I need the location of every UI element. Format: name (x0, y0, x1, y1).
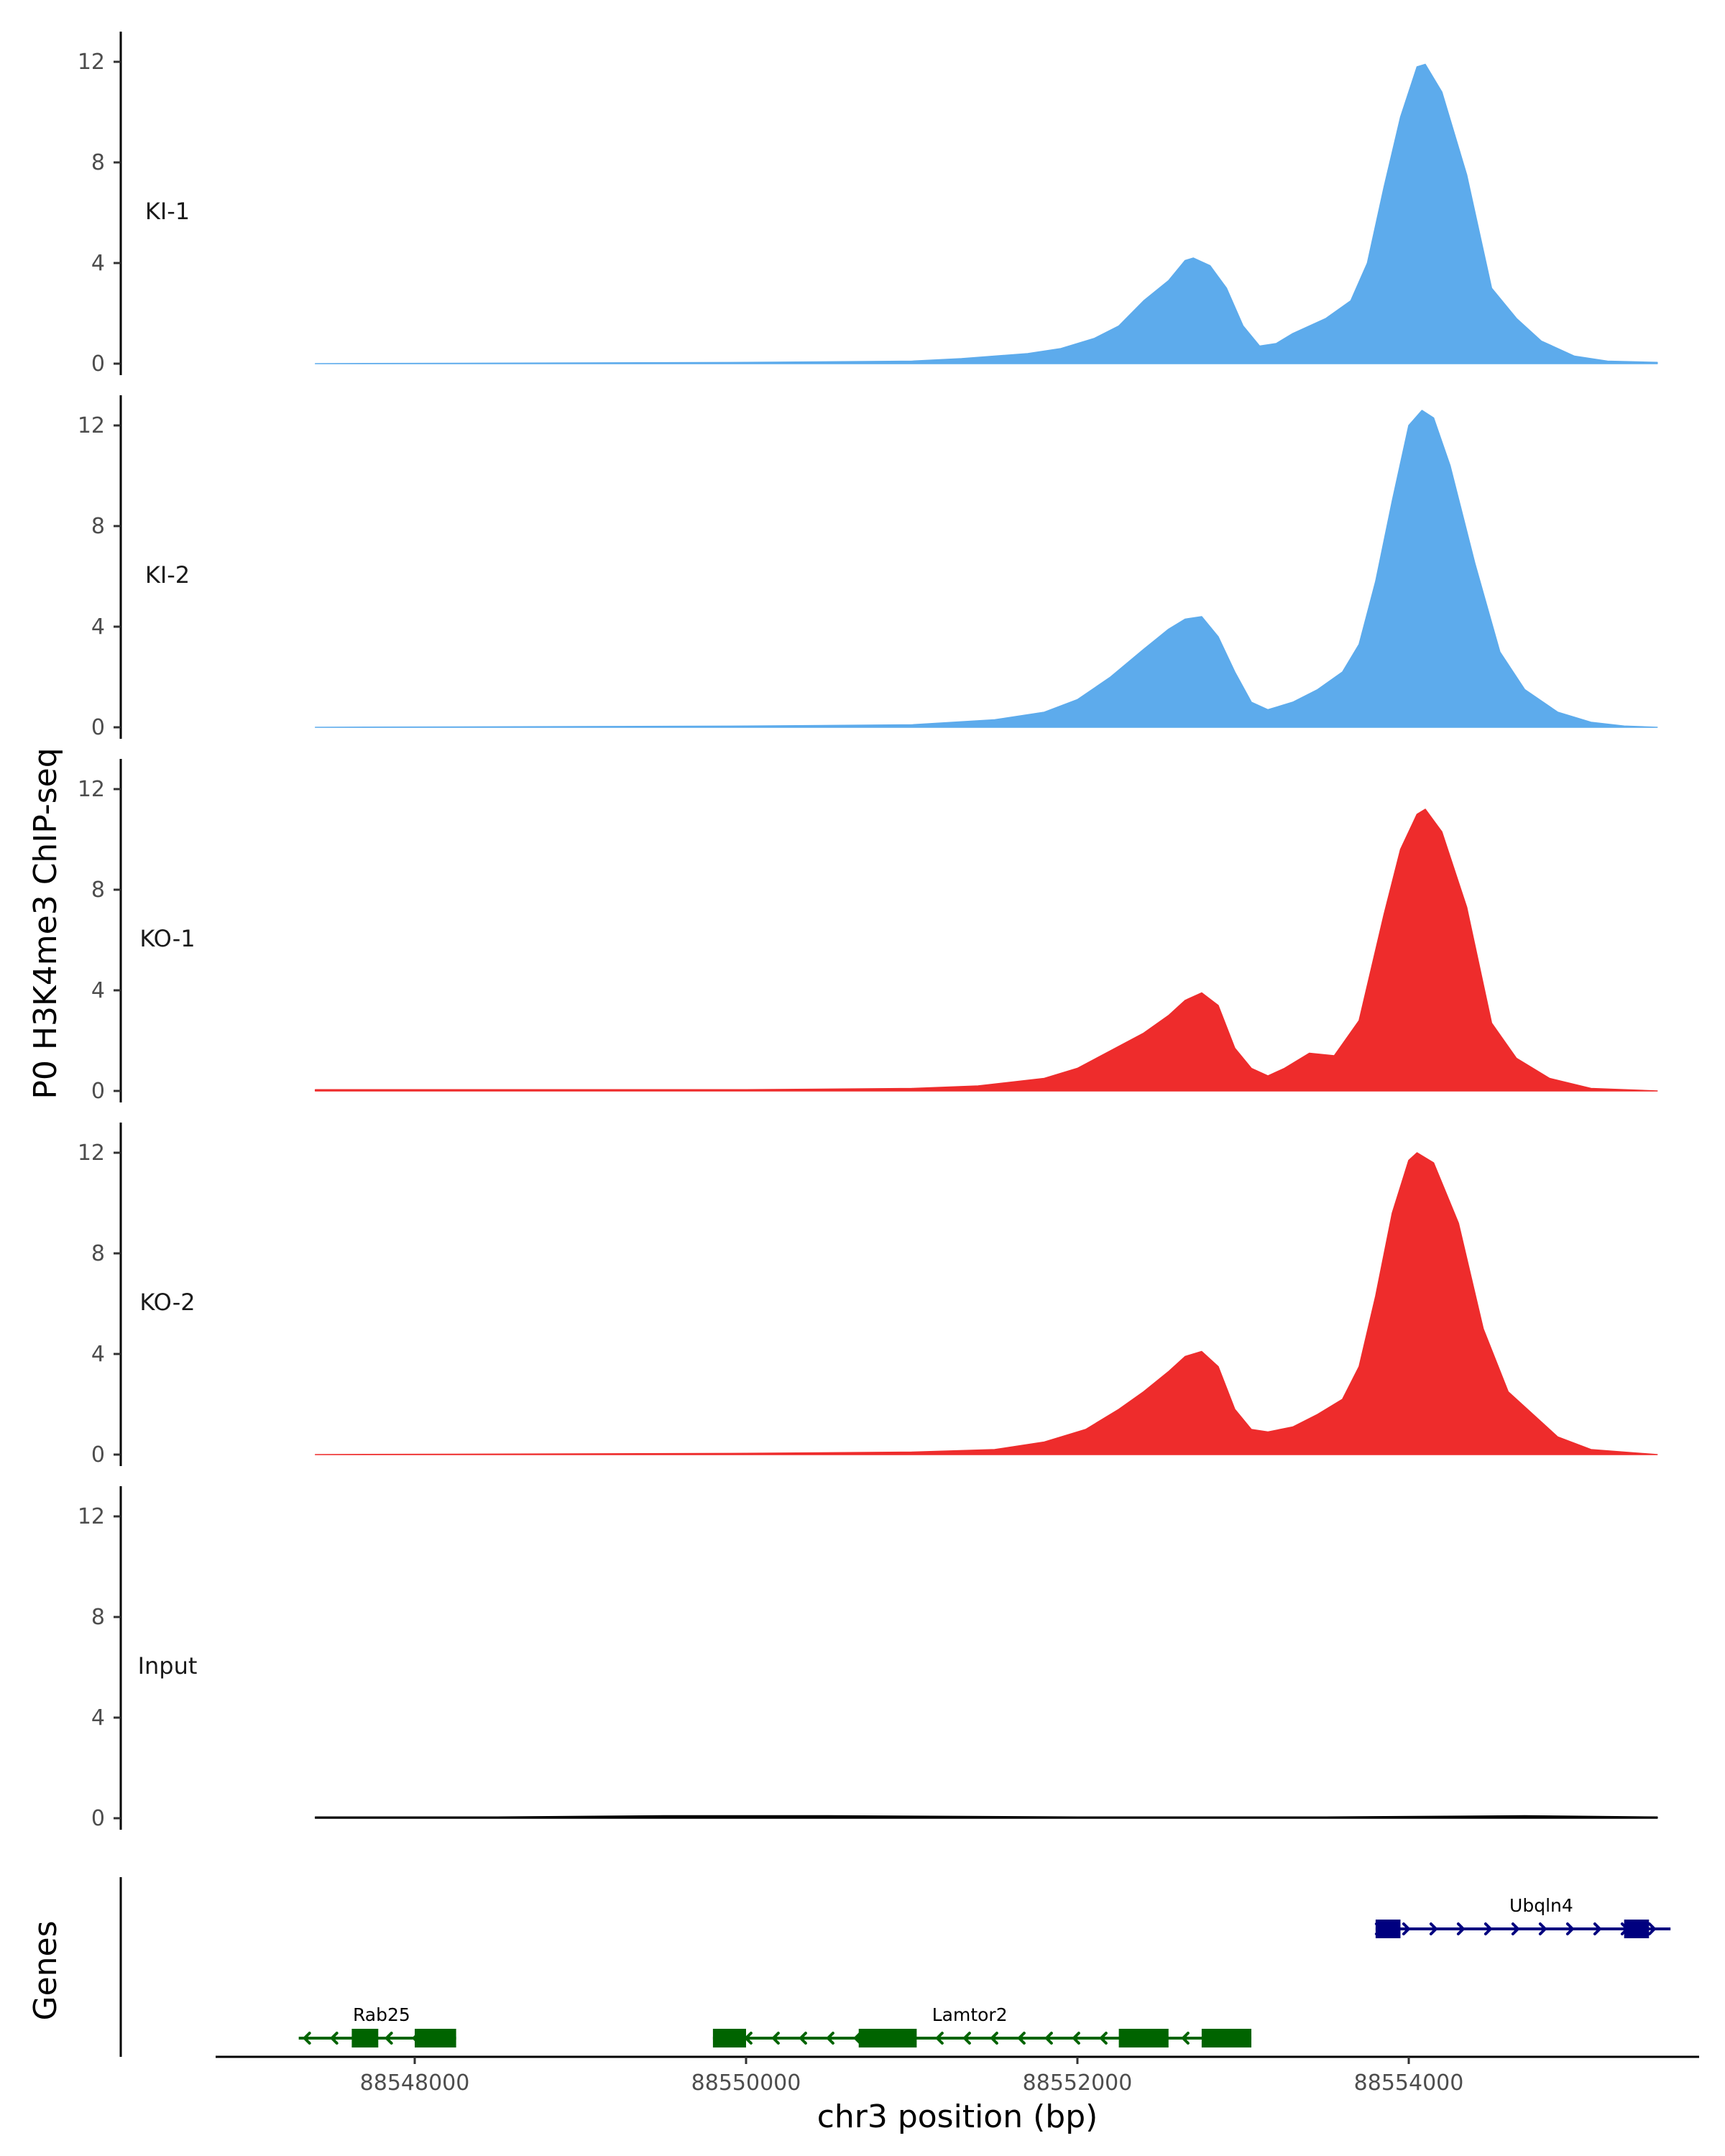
x-axis-title: chr3 position (bp) (817, 2099, 1098, 2135)
track-ki-2: 0 4 8 12 KI-2 (78, 395, 1658, 740)
exon (1201, 2029, 1252, 2047)
exon (1375, 1920, 1401, 1938)
gene-ubqln4: Ubqln4 (1374, 1895, 1671, 1938)
track-label: KI-2 (145, 561, 190, 589)
gene-label: Rab25 (353, 2004, 410, 2025)
strand-arrow (1593, 1922, 1601, 1935)
exon (858, 2029, 917, 2047)
y-tick-label: 4 (91, 1705, 105, 1731)
y-tick-label: 8 (91, 514, 105, 539)
y-tick-label: 12 (78, 1141, 105, 1166)
exon (1624, 1920, 1650, 1938)
y-tick-label: 4 (91, 251, 105, 276)
track-ko-2: 0 4 8 12 KO-2 (78, 1123, 1658, 1468)
x-tick-label: 88552000 (1023, 2070, 1133, 2096)
y-tick-label: 12 (78, 50, 105, 75)
track-input: 0 4 8 12 Input (78, 1486, 1658, 1831)
exon (415, 2029, 456, 2047)
y-tick-label: 8 (91, 1241, 105, 1266)
track-label: Input (138, 1652, 198, 1680)
strand-arrow (935, 2032, 944, 2045)
signal-area (314, 410, 1658, 728)
exon (351, 2029, 379, 2047)
signal-area (314, 808, 1658, 1092)
y-tick-label: 4 (91, 978, 105, 1003)
strand-arrow (990, 2032, 998, 2045)
strand-arrow (799, 2032, 807, 2045)
y-axis-title: P0 H3K4me3 ChIP-seq (27, 747, 64, 1099)
y-tick-label: 0 (91, 1079, 105, 1104)
y-tick-label: 8 (91, 877, 105, 903)
y-tick-label: 4 (91, 614, 105, 640)
genes-panel-title: Genes (27, 1920, 64, 2020)
strand-arrow (962, 2032, 971, 2045)
gene-label: Lamtor2 (932, 2004, 1008, 2025)
track-label: KO-2 (139, 1289, 195, 1316)
strand-arrow (771, 2032, 780, 2045)
signal-area (314, 63, 1658, 364)
strand-arrow (1402, 1922, 1410, 1935)
y-tick-label: 0 (91, 715, 105, 740)
signal-area (314, 1152, 1658, 1455)
strand-arrow (853, 2032, 862, 2045)
gene-lamtor2: Lamtor2 (712, 2004, 1252, 2047)
signal-tracks: 0 4 8 12 KI-1 0 4 8 12 KI-2 0 4 8 12 KO-1 0 4 8 12 KO-2 0 4 8 1… (78, 32, 1658, 1831)
x-tick-label: 88550000 (691, 2070, 801, 2096)
y-tick-label: 8 (91, 150, 105, 175)
gene-label: Ubqln4 (1509, 1895, 1573, 1916)
signal-area (314, 1815, 1658, 1819)
track-ko-1: 0 4 8 12 KO-1 (78, 759, 1658, 1104)
strand-arrow (385, 2032, 393, 2045)
gene-annotation-panel: 88548000 88550000 88552000 88554000 Rab25 Lam… (119, 1877, 1699, 2096)
y-tick-label: 12 (78, 413, 105, 438)
strand-arrow (1538, 1922, 1547, 1935)
track-ki-1: 0 4 8 12 KI-1 (78, 32, 1658, 377)
exon (1118, 2029, 1169, 2047)
y-tick-label: 0 (91, 1442, 105, 1468)
strand-arrow (1565, 1922, 1574, 1935)
strand-arrow (826, 2032, 834, 2045)
x-tick-label: 88554000 (1354, 2070, 1464, 2096)
strand-arrow (1044, 2032, 1053, 2045)
exon (712, 2029, 746, 2047)
y-tick-label: 8 (91, 1605, 105, 1630)
y-tick-label: 0 (91, 351, 105, 377)
strand-arrow (330, 2032, 339, 2045)
strand-arrow (1181, 2032, 1190, 2045)
strand-arrow (1511, 1922, 1519, 1935)
y-tick-label: 12 (78, 1504, 105, 1529)
track-label: KI-1 (145, 198, 190, 225)
y-tick-label: 0 (91, 1806, 105, 1831)
strand-arrow (1072, 2032, 1080, 2045)
y-tick-label: 12 (78, 777, 105, 802)
strand-arrow (1456, 1922, 1465, 1935)
strand-arrow (303, 2032, 311, 2045)
strand-arrow (1099, 2032, 1108, 2045)
track-label: KO-1 (139, 925, 195, 952)
x-tick-label: 88548000 (360, 2070, 470, 2096)
y-tick-label: 4 (91, 1342, 105, 1367)
gene-rab25: Rab25 (298, 2004, 456, 2047)
strand-arrow (1017, 2032, 1026, 2045)
strand-arrow (1647, 1922, 1656, 1935)
strand-arrow (1484, 1922, 1492, 1935)
strand-arrow (1429, 1922, 1438, 1935)
